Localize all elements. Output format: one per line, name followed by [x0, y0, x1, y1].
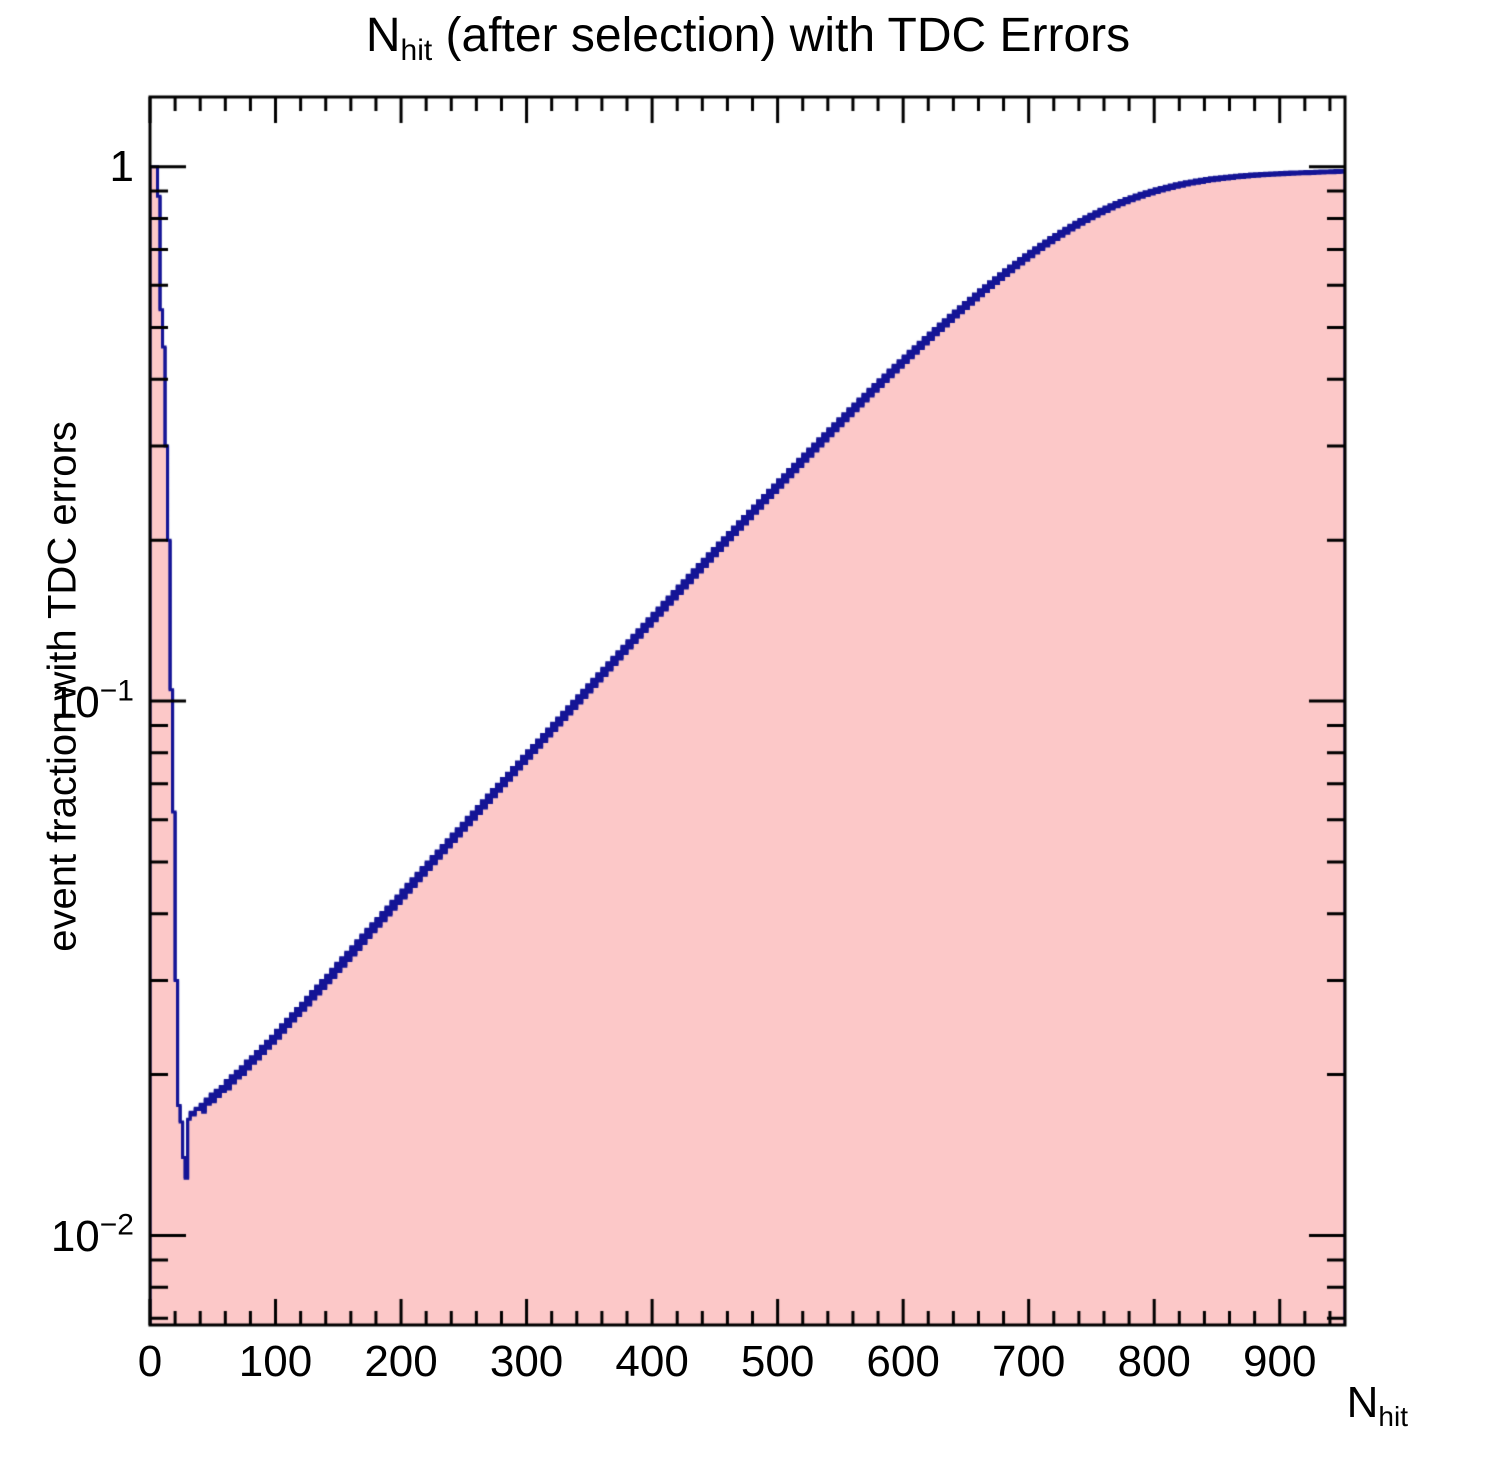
x-axis-title-subscript: hit [1378, 1400, 1408, 1432]
x-tick-label: 900 [1243, 1337, 1317, 1386]
y-tick-label-exponent: −2 [99, 1208, 134, 1242]
x-tick-label: 800 [1117, 1337, 1191, 1386]
title-main-after: (after selection) with TDC Errors [432, 9, 1131, 62]
y-tick-label-base: 1 [109, 141, 134, 191]
x-tick-label: 400 [615, 1337, 689, 1386]
y-tick-label-base: 10 [50, 677, 100, 727]
y-tick-label: 10−1 [0, 674, 134, 728]
x-tick-label: 500 [740, 1337, 815, 1386]
x-tick-label: 600 [866, 1337, 940, 1386]
title-main-before: N [365, 9, 401, 62]
x-axis-title: Nhit [1347, 1378, 1408, 1433]
y-tick-label: 1 [0, 142, 134, 192]
y-tick-label-exponent: −1 [99, 674, 134, 708]
x-tick-label: 100 [238, 1337, 313, 1386]
x-tick-label: 700 [991, 1337, 1066, 1386]
y-tick-label: 10−2 [0, 1209, 134, 1263]
x-tick-label: 300 [489, 1337, 564, 1386]
x-axis-title-main: N [1346, 1378, 1379, 1427]
page-title: Nhit (after selection) with TDC Errors [0, 8, 1496, 68]
x-tick-label: 200 [364, 1337, 438, 1386]
title-subscript: hit [400, 34, 433, 67]
y-tick-label-base: 10 [50, 1212, 100, 1262]
x-tick-label: 0 [137, 1337, 163, 1386]
